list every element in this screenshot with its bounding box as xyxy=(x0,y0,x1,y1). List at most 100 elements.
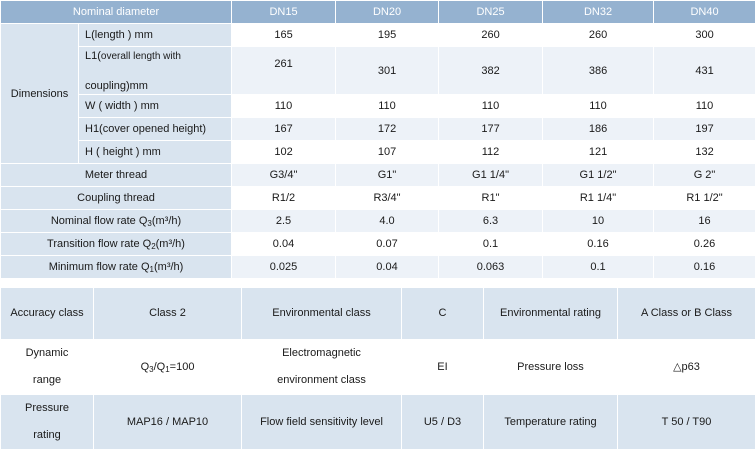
cell-value: 110 xyxy=(542,94,655,118)
cell-value: 110 xyxy=(438,94,544,118)
cell-value: 177 xyxy=(438,117,544,141)
dimensions-label: Dimensions xyxy=(0,23,79,164)
size-header: DN40 xyxy=(653,0,755,24)
size-header: DN25 xyxy=(438,0,544,24)
cell-value: 121 xyxy=(542,140,655,164)
table-row: H ( height ) mm 102 107 112 121 132 xyxy=(1,140,755,164)
cell-value: 6.3 xyxy=(438,209,544,233)
cell-value: 2.5 xyxy=(231,209,337,233)
cell-value: G3/4" xyxy=(231,163,337,187)
cell-value: 107 xyxy=(335,140,440,164)
cell-value: 16 xyxy=(653,209,755,233)
cell-value: 260 xyxy=(438,23,544,47)
property-label: Temperature rating xyxy=(483,394,618,450)
cell-value: 0.26 xyxy=(653,232,755,256)
property-label: Dynamic range xyxy=(0,339,94,395)
property-label: Flow field sensitivity level xyxy=(241,394,402,450)
cell-value: 197 xyxy=(653,117,755,141)
cell-value: 172 xyxy=(335,117,440,141)
cell-value: 110 xyxy=(653,94,755,118)
cell-value: 382 xyxy=(438,46,544,95)
cell-value: 0.16 xyxy=(542,232,655,256)
table-row: Minimum flow rate Q1(m³/h) 0.025 0.04 0.… xyxy=(0,255,755,279)
row-label: Nominal flow rate Q3(m³/h) xyxy=(0,209,233,233)
table-row: Pressure rating MAP16 / MAP10 Flow field … xyxy=(0,394,755,450)
properties-table: Accuracy class Class 2 Environmental cla… xyxy=(0,287,755,450)
property-value: EI xyxy=(401,339,484,395)
property-label: Environmental rating xyxy=(483,287,618,340)
table-row: Transition flow rate Q2(m³/h) 0.04 0.07 … xyxy=(0,232,755,256)
cell-value: 301 xyxy=(335,46,440,95)
cell-value: 0.07 xyxy=(335,232,440,256)
table-row: Dimensions L(length ) mm 165 195 260 260… xyxy=(0,23,755,164)
size-header: DN20 xyxy=(335,0,440,24)
property-value: MAP16 / MAP10 xyxy=(93,394,242,450)
cell-value: 261 xyxy=(231,46,337,95)
cell-value: 0.1 xyxy=(542,255,655,279)
table-row: Nominal flow rate Q3(m³/h) 2.5 4.0 6.3 1… xyxy=(0,209,755,233)
row-label: Minimum flow rate Q1(m³/h) xyxy=(0,255,233,279)
cell-value: R1 1/4" xyxy=(542,186,655,210)
cell-value: R1/2 xyxy=(231,186,337,210)
cell-value: R1 1/2" xyxy=(653,186,755,210)
cell-value: 195 xyxy=(335,23,440,47)
table-row: H1(cover opened height) 167 172 177 186 … xyxy=(1,117,755,141)
property-value: T 50 / T90 xyxy=(617,394,755,450)
property-value: A Class or B Class xyxy=(617,287,755,340)
nominal-diameter-header: Nominal diameter xyxy=(0,0,233,24)
header-row: Nominal diameter DN15 DN20 DN25 DN32 DN4… xyxy=(0,0,755,24)
table-row: Dynamic range Q3/Q1=100 Electromagnetic en… xyxy=(0,339,755,395)
cell-value: 186 xyxy=(542,117,655,141)
cell-value: 300 xyxy=(653,23,755,47)
property-label: Environmental class xyxy=(241,287,402,340)
cell-value: 10 xyxy=(542,209,655,233)
property-label: Pressure rating xyxy=(0,394,94,450)
property-label: Pressure loss xyxy=(483,339,618,395)
cell-value: 0.16 xyxy=(653,255,755,279)
cell-value: 132 xyxy=(653,140,755,164)
cell-value: 386 xyxy=(542,46,655,95)
row-label: Meter thread xyxy=(0,163,233,187)
cell-value: 0.025 xyxy=(231,255,337,279)
cell-value: G1 1/4" xyxy=(438,163,544,187)
row-label: W ( width ) mm xyxy=(77,94,233,118)
cell-value: 260 xyxy=(542,23,655,47)
property-value: C xyxy=(401,287,484,340)
size-header: DN32 xyxy=(542,0,655,24)
table-row: Coupling thread R1/2 R3/4" R1" R1 1/4" R… xyxy=(0,186,755,210)
table-row: W ( width ) mm 110 110 110 110 110 xyxy=(1,94,755,118)
size-header: DN15 xyxy=(231,0,337,24)
row-label: L1(overall length with coupling)mm xyxy=(77,46,233,95)
cell-value: G 2" xyxy=(653,163,755,187)
table-row: Accuracy class Class 2 Environmental cla… xyxy=(0,287,755,340)
dimensions-table: Nominal diameter DN15 DN20 DN25 DN32 DN4… xyxy=(0,0,755,279)
table-row: L1(overall length with coupling)mm 261 3… xyxy=(1,46,755,95)
cell-value: R3/4" xyxy=(335,186,440,210)
property-label: Electromagnetic environment class xyxy=(241,339,402,395)
cell-value: 165 xyxy=(231,23,337,47)
cell-value: 0.063 xyxy=(438,255,544,279)
cell-value: 167 xyxy=(231,117,337,141)
table-row: Meter thread G3/4" G1" G1 1/4" G1 1/2" G… xyxy=(0,163,755,187)
cell-value: 0.1 xyxy=(438,232,544,256)
row-label: H ( height ) mm xyxy=(77,140,233,164)
property-value: Class 2 xyxy=(93,287,242,340)
row-label: H1(cover opened height) xyxy=(77,117,233,141)
cell-value: R1" xyxy=(438,186,544,210)
cell-value: 110 xyxy=(231,94,337,118)
property-value: U5 / D3 xyxy=(401,394,484,450)
row-label: Transition flow rate Q2(m³/h) xyxy=(0,232,233,256)
cell-value: G1 1/2" xyxy=(542,163,655,187)
property-value: △p63 xyxy=(617,339,755,395)
cell-value: 4.0 xyxy=(335,209,440,233)
cell-value: 0.04 xyxy=(231,232,337,256)
property-value: Q3/Q1=100 xyxy=(93,339,242,395)
cell-value: 102 xyxy=(231,140,337,164)
cell-value: 431 xyxy=(653,46,755,95)
cell-value: G1" xyxy=(335,163,440,187)
property-label: Accuracy class xyxy=(0,287,94,340)
cell-value: 110 xyxy=(335,94,440,118)
row-label: L(length ) mm xyxy=(77,23,233,47)
cell-value: 0.04 xyxy=(335,255,440,279)
